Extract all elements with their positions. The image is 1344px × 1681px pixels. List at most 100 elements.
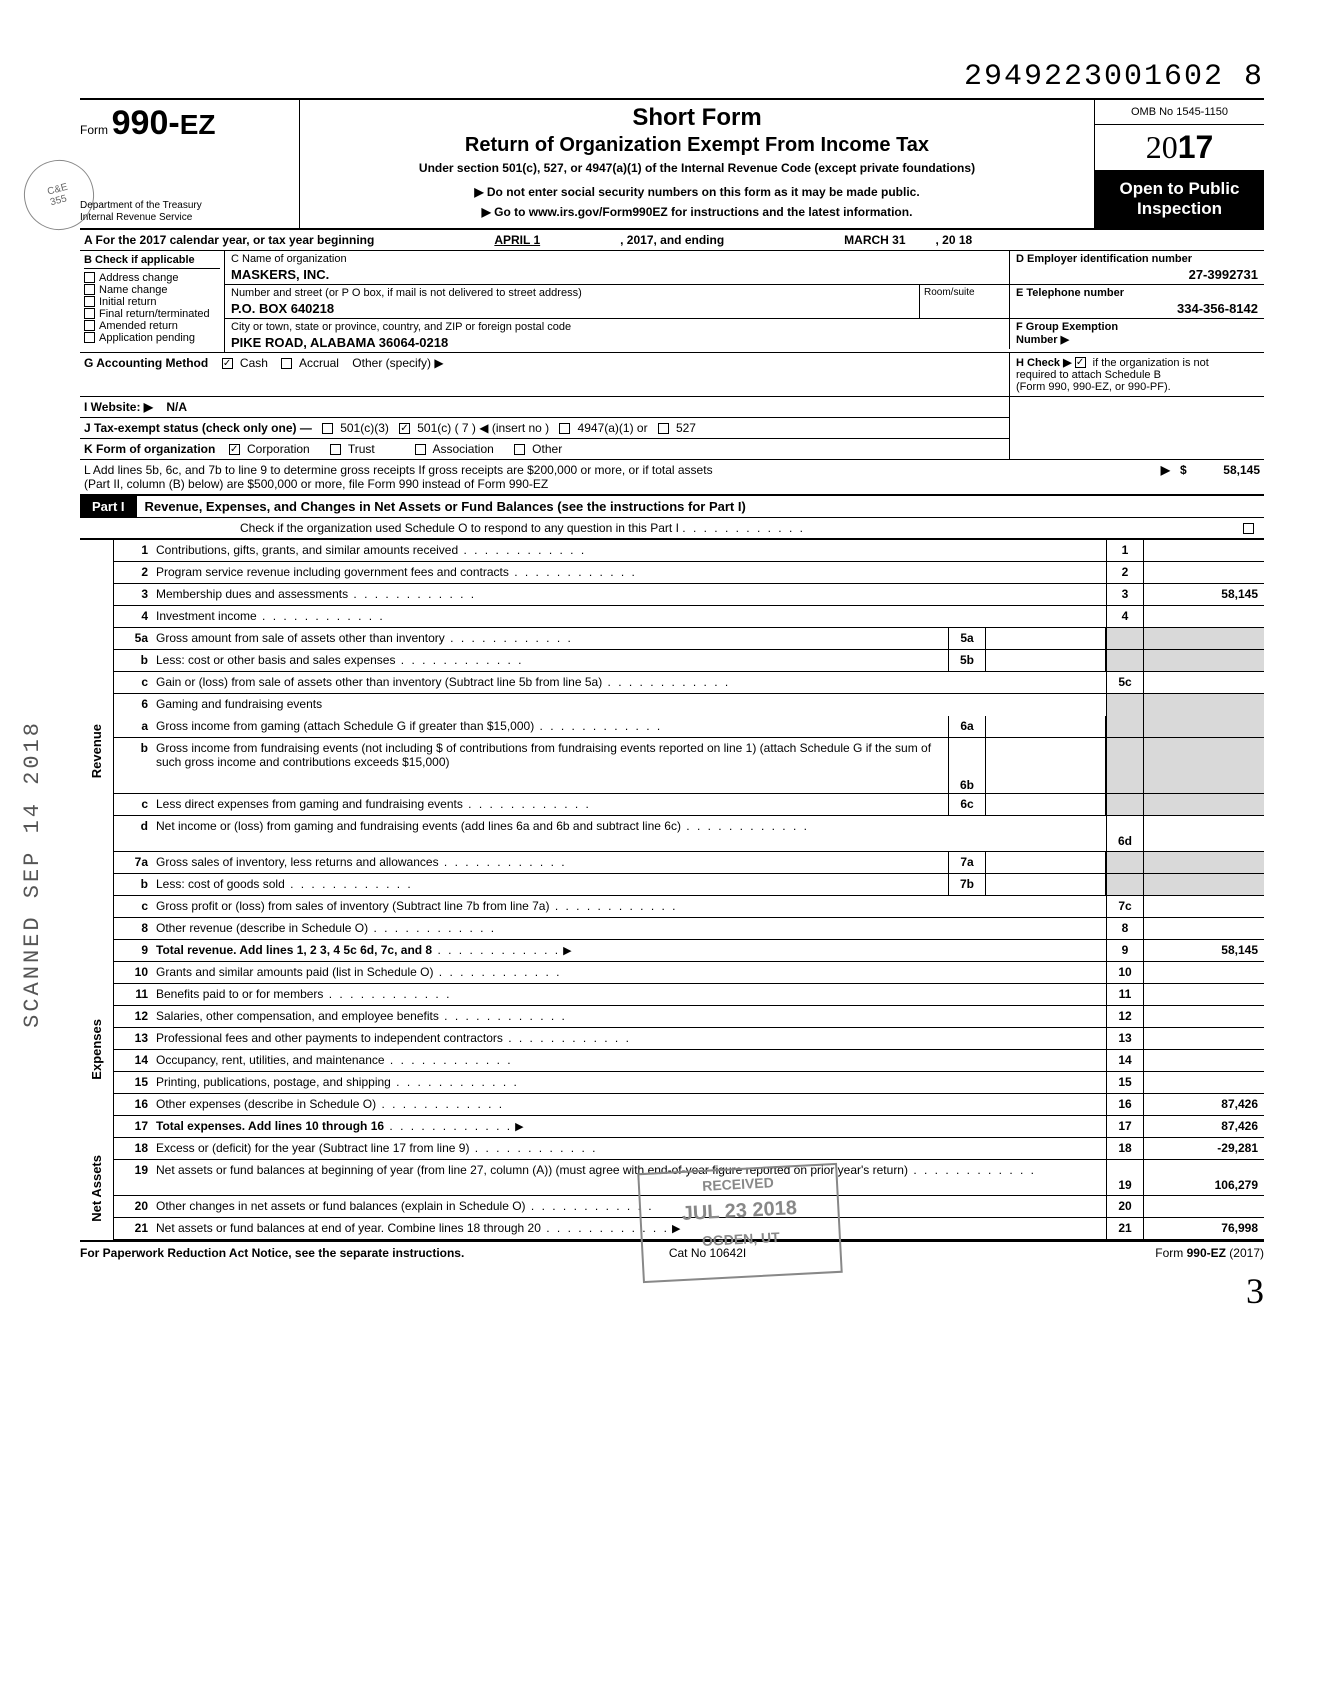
line-6: 6 Gaming and fundraising events — [114, 694, 1264, 716]
open-public: Open to PublicInspection — [1095, 171, 1264, 228]
line-11: 11 Benefits paid to or for members 11 — [114, 984, 1264, 1006]
line-6a: a Gross income from gaming (attach Sched… — [114, 716, 1264, 738]
J-501c-check[interactable] — [399, 423, 410, 434]
C-city-row: City or town, state or province, country… — [225, 319, 1009, 352]
header-left: C&E355 Form 990-EZ Department of the Tre… — [80, 100, 300, 228]
row-A: A For the 2017 calendar year, or tax yea… — [80, 230, 1264, 251]
K-corp-check[interactable] — [229, 444, 240, 455]
col-B: B Check if applicable Address change Nam… — [80, 251, 225, 352]
line-7a: 7a Gross sales of inventory, less return… — [114, 852, 1264, 874]
col-DEF: D Employer identification number 27-3992… — [1009, 251, 1264, 352]
page-number-handwritten: 3 — [80, 1270, 1264, 1312]
line-19: 19 Net assets or fund balances at beginn… — [114, 1160, 1264, 1196]
D-row: D Employer identification number 27-3992… — [1009, 251, 1264, 285]
line-2: 2 Program service revenue including gove… — [114, 562, 1264, 584]
J-501c3-check[interactable] — [322, 423, 333, 434]
G-left: G Accounting Method Cash Accrual Other (… — [80, 353, 1009, 396]
B-item[interactable]: Amended return — [84, 320, 220, 332]
form-number: 990-EZ — [112, 104, 216, 142]
B-item[interactable]: Address change — [84, 272, 220, 284]
C-street-label: Number and street (or P O box, if mail i… — [231, 287, 582, 299]
org-name: MASKERS, INC. — [231, 267, 1003, 282]
line-14: 14 Occupancy, rent, utilities, and maint… — [114, 1050, 1264, 1072]
B-item[interactable]: Final return/terminated — [84, 308, 220, 320]
C-name-row: C Name of organization MASKERS, INC. — [225, 251, 1009, 285]
short-form: Short Form — [310, 104, 1084, 132]
line-12: 12 Salaries, other compensation, and emp… — [114, 1006, 1264, 1028]
A-end2: , 20 18 — [936, 233, 973, 247]
line-3: 3 Membership dues and assessments 3 58,1… — [114, 584, 1264, 606]
line-20: 20 Other changes in net assets or fund b… — [114, 1196, 1264, 1218]
K-trust-check[interactable] — [330, 444, 341, 455]
E-label: E Telephone number — [1016, 287, 1124, 299]
netassets-section: Net Assets 18 Excess or (deficit) for th… — [80, 1138, 1264, 1240]
F-row: F Group Exemption Number ▶ — [1009, 319, 1264, 349]
part1-header: Part I Revenue, Expenses, and Changes in… — [80, 496, 1264, 518]
K-other-check[interactable] — [514, 444, 525, 455]
C-street-row: Number and street (or P O box, if mail i… — [225, 285, 1009, 319]
expenses-section: Expenses 10 Grants and similar amounts p… — [80, 962, 1264, 1138]
B-item[interactable]: Initial return — [84, 296, 220, 308]
K-assoc-check[interactable] — [415, 444, 426, 455]
row-I: I Website: ▶ N/A — [80, 397, 1264, 418]
row-G: G Accounting Method Cash Accrual Other (… — [80, 353, 1264, 397]
B-item[interactable]: Name change — [84, 284, 220, 296]
L-text: L Add lines 5b, 6c, and 7b to line 9 to … — [84, 463, 1161, 491]
line-7c: c Gross profit or (loss) from sales of i… — [114, 896, 1264, 918]
room-suite: Room/suite — [919, 285, 1009, 318]
L-amount: 58,145 — [1223, 463, 1260, 477]
J-label: J Tax-exempt status (check only one) — — [84, 421, 312, 435]
J-left: J Tax-exempt status (check only one) — 5… — [80, 418, 1009, 439]
footer-left: For Paperwork Reduction Act Notice, see … — [80, 1246, 464, 1260]
B-label: B Check if applicable — [84, 254, 220, 269]
revenue-section: Revenue 1 Contributions, gifts, grants, … — [80, 539, 1264, 962]
H-check[interactable] — [1075, 357, 1086, 368]
city: PIKE ROAD, ALABAMA 36064-0218 — [231, 335, 1003, 350]
D-val: 27-3992731 — [1016, 267, 1258, 282]
line-16: 16 Other expenses (describe in Schedule … — [114, 1094, 1264, 1116]
H-cell: H Check ▶ if the organization is not req… — [1009, 353, 1264, 396]
A-begin: APRIL 1 — [494, 233, 540, 247]
E-row: E Telephone number 334-356-8142 — [1009, 285, 1264, 319]
dln-last: 8 — [1244, 60, 1264, 94]
form-prefix: Form — [80, 123, 108, 137]
subtitle: Under section 501(c), 527, or 4947(a)(1)… — [310, 161, 1084, 175]
part1-desc: Revenue, Expenses, and Changes in Net As… — [137, 496, 754, 517]
A-label: A For the 2017 calendar year, or tax yea… — [84, 233, 374, 247]
K-label: K Form of organization — [84, 442, 215, 456]
info-block: B Check if applicable Address change Nam… — [80, 251, 1264, 353]
G-accrual-check[interactable] — [281, 358, 292, 369]
side-expenses: Expenses — [80, 962, 114, 1138]
line-15: 15 Printing, publications, postage, and … — [114, 1072, 1264, 1094]
J-527-check[interactable] — [658, 423, 669, 434]
form-year: 2017 — [1095, 125, 1264, 171]
form-page: 29492230016028 C&E355 Form 990-EZ Depart… — [80, 60, 1264, 1312]
G-cash-check[interactable] — [222, 358, 233, 369]
dept-label: Department of the TreasuryInternal Reven… — [80, 200, 202, 224]
F-label: F Group Exemption Number ▶ — [1016, 321, 1118, 346]
line-6c: c Less direct expenses from gaming and f… — [114, 794, 1264, 816]
I-label: I Website: ▶ — [84, 400, 153, 414]
C-city-label: City or town, state or province, country… — [231, 321, 571, 333]
schedule-o-row: Check if the organization used Schedule … — [80, 518, 1264, 539]
E-val: 334-356-8142 — [1016, 301, 1258, 316]
line-6b: b Gross income from fundraising events (… — [114, 738, 1264, 794]
line-21: 21 Net assets or fund balances at end of… — [114, 1218, 1264, 1240]
scho-text: Check if the organization used Schedule … — [240, 521, 679, 535]
line-4: 4 Investment income 4 — [114, 606, 1264, 628]
line-10: 10 Grants and similar amounts paid (list… — [114, 962, 1264, 984]
circle-stamp: C&E355 — [16, 152, 102, 238]
B-item[interactable]: Application pending — [84, 332, 220, 344]
scho-check[interactable] — [1243, 521, 1258, 535]
line-9: 9 Total revenue. Add lines 1, 2 3, 4 5c … — [114, 940, 1264, 962]
I-val: N/A — [166, 400, 187, 414]
footer-right: Form 990-EZ (2017) — [1155, 1246, 1264, 1260]
L-arrow: ▶ $ 58,145 — [1161, 463, 1260, 491]
line-5c: c Gain or (loss) from sale of assets oth… — [114, 672, 1264, 694]
line-1: 1 Contributions, gifts, grants, and simi… — [114, 540, 1264, 562]
side-netassets: Net Assets — [80, 1138, 114, 1240]
footer-mid: Cat No 10642I — [669, 1246, 746, 1260]
J-4947-check[interactable] — [559, 423, 570, 434]
line-7b: b Less: cost of goods sold 7b — [114, 874, 1264, 896]
A-mid: , 2017, and ending — [620, 233, 724, 247]
